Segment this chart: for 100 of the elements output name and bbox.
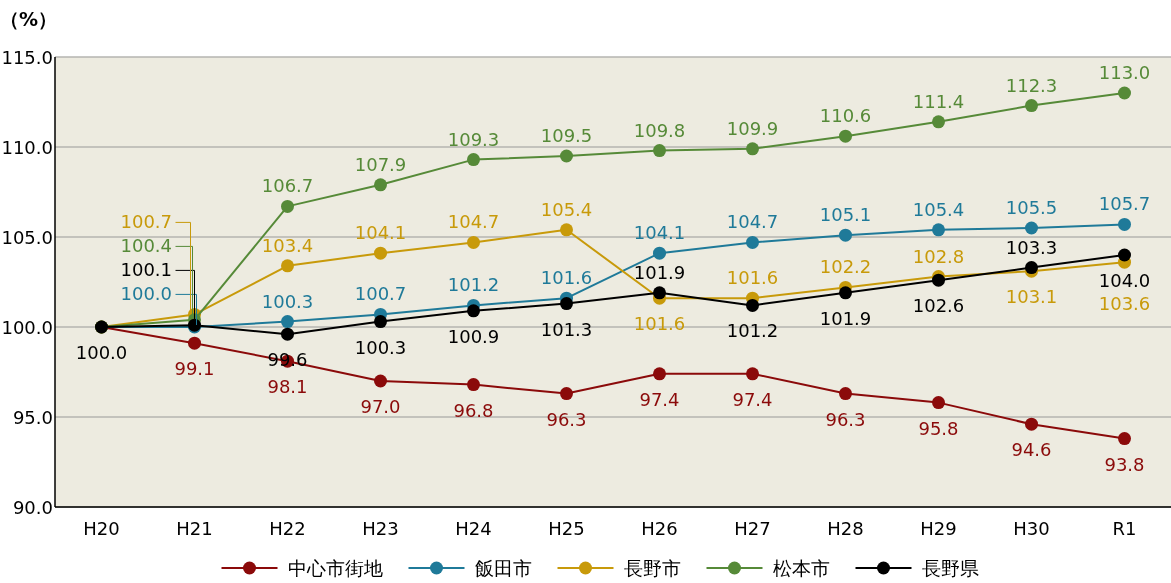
data-label: 96.3 bbox=[825, 408, 866, 430]
point bbox=[374, 178, 387, 192]
data-label: 102.8 bbox=[912, 245, 965, 267]
point bbox=[560, 387, 573, 401]
point bbox=[839, 387, 852, 401]
x-tick-label: H23 bbox=[362, 518, 399, 539]
data-label: 109.9 bbox=[726, 117, 779, 139]
point bbox=[653, 246, 666, 260]
data-label: 93.8 bbox=[1104, 453, 1145, 475]
point bbox=[281, 199, 294, 213]
data-label: 100.4 bbox=[120, 235, 173, 257]
y-tick-label: 90.0 bbox=[12, 497, 53, 518]
x-tick-label: H25 bbox=[548, 518, 585, 539]
y-tick-label: 105.0 bbox=[1, 227, 53, 248]
data-label: 102.2 bbox=[819, 256, 872, 278]
point bbox=[932, 115, 945, 129]
point bbox=[746, 142, 759, 156]
x-tick-label: H20 bbox=[83, 518, 120, 539]
data-label: 104.0 bbox=[1098, 270, 1151, 291]
data-label: 109.3 bbox=[447, 128, 500, 150]
data-label: 113.0 bbox=[1098, 62, 1151, 83]
point bbox=[653, 286, 666, 300]
data-label: 105.1 bbox=[819, 204, 872, 226]
point bbox=[281, 327, 294, 341]
data-label: 109.5 bbox=[540, 125, 593, 146]
data-label: 100.3 bbox=[354, 336, 407, 358]
legend-label: 中心市街地 bbox=[287, 557, 383, 579]
point bbox=[1118, 248, 1131, 262]
point bbox=[653, 144, 666, 158]
point bbox=[839, 129, 852, 143]
x-tick-label: H24 bbox=[455, 518, 492, 539]
data-label: 110.6 bbox=[819, 105, 872, 127]
point bbox=[746, 367, 759, 381]
point bbox=[746, 298, 759, 312]
data-label: 101.3 bbox=[540, 318, 593, 340]
y-axis-title: （%） bbox=[0, 8, 58, 30]
data-label: 97.4 bbox=[732, 388, 773, 410]
point bbox=[932, 396, 945, 410]
x-tick-label: H22 bbox=[269, 518, 306, 539]
data-label: 101.9 bbox=[633, 261, 686, 283]
data-label: 100.1 bbox=[120, 259, 173, 281]
data-label: 95.8 bbox=[918, 417, 959, 439]
data-label: 106.7 bbox=[261, 175, 314, 197]
data-label: 109.8 bbox=[633, 119, 686, 141]
x-tick-label: H27 bbox=[734, 518, 771, 539]
data-label: 105.7 bbox=[1098, 193, 1151, 215]
data-label: 99.1 bbox=[174, 358, 215, 380]
data-label: 104.7 bbox=[447, 211, 500, 233]
point bbox=[839, 286, 852, 300]
data-label: 100.3 bbox=[261, 290, 314, 312]
point bbox=[467, 378, 480, 392]
data-label: 100.7 bbox=[354, 283, 407, 305]
data-label: 97.0 bbox=[360, 396, 401, 417]
data-label: 101.2 bbox=[447, 274, 500, 296]
x-tick-label: H21 bbox=[176, 518, 213, 539]
data-label: 100.7 bbox=[120, 211, 173, 233]
data-label: 103.6 bbox=[1098, 293, 1151, 315]
data-label: 100.0 bbox=[75, 342, 128, 363]
point bbox=[467, 235, 480, 249]
point bbox=[1025, 221, 1038, 235]
data-label: 107.9 bbox=[354, 153, 407, 175]
data-label: 101.9 bbox=[819, 307, 872, 329]
data-label: 100.0 bbox=[120, 283, 173, 305]
data-label: 101.6 bbox=[633, 313, 686, 335]
data-label: 96.3 bbox=[546, 408, 587, 430]
point bbox=[839, 228, 852, 242]
point bbox=[281, 259, 294, 273]
data-label: 97.4 bbox=[639, 388, 680, 410]
y-tick-label: 95.0 bbox=[12, 407, 53, 428]
point bbox=[467, 304, 480, 318]
data-label: 104.1 bbox=[633, 222, 686, 244]
point bbox=[374, 374, 387, 388]
point bbox=[1025, 99, 1038, 113]
legend-label: 長野市 bbox=[623, 557, 681, 579]
x-tick-label: R1 bbox=[1112, 518, 1137, 539]
point bbox=[560, 149, 573, 163]
point bbox=[932, 223, 945, 237]
data-label: 105.5 bbox=[1005, 197, 1058, 218]
point bbox=[1118, 217, 1131, 231]
data-label: 101.2 bbox=[726, 320, 779, 342]
data-label: 94.6 bbox=[1011, 439, 1052, 461]
x-tick-label: H26 bbox=[641, 518, 678, 539]
y-tick-label: 100.0 bbox=[1, 317, 53, 338]
point bbox=[560, 223, 573, 237]
data-label: 101.6 bbox=[726, 267, 779, 289]
data-label: 103.1 bbox=[1005, 286, 1058, 308]
point bbox=[1118, 86, 1131, 100]
point bbox=[374, 315, 387, 329]
data-label: 112.3 bbox=[1005, 74, 1058, 96]
point bbox=[746, 235, 759, 249]
data-label: 101.6 bbox=[540, 267, 593, 289]
point bbox=[653, 367, 666, 381]
x-tick-label: H28 bbox=[827, 518, 864, 539]
point bbox=[281, 315, 294, 329]
data-label: 100.9 bbox=[447, 325, 500, 347]
legend-label: 飯田市 bbox=[474, 557, 532, 579]
data-label: 98.1 bbox=[267, 376, 308, 398]
legend-label: 松本市 bbox=[772, 557, 830, 579]
point bbox=[560, 297, 573, 311]
x-tick-label: H30 bbox=[1013, 518, 1050, 539]
